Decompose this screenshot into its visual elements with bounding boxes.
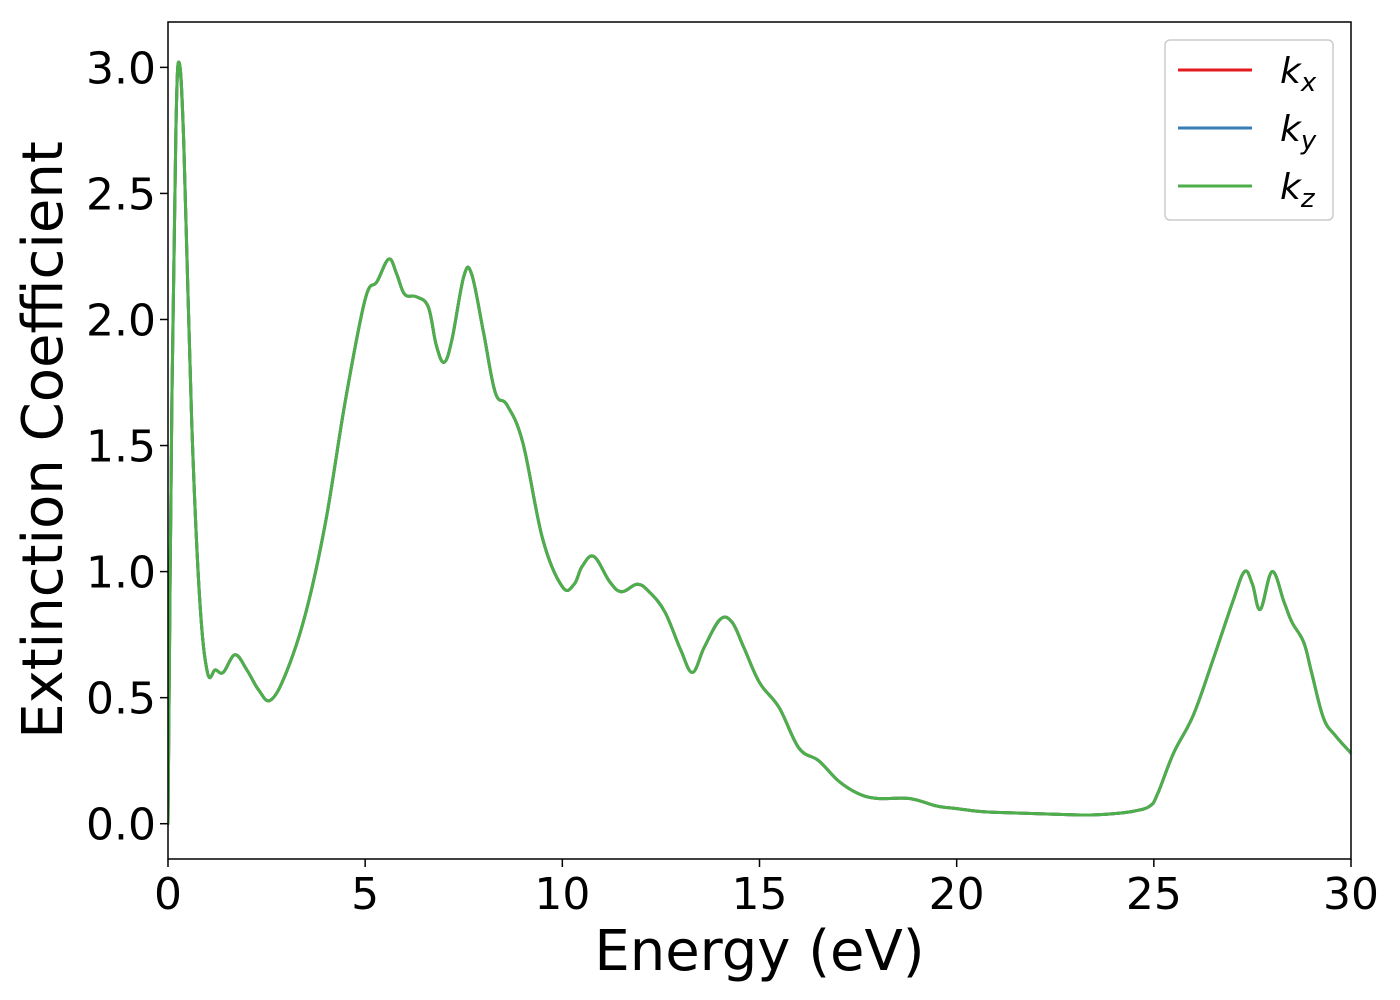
y-axis-title: Extinction Coefficient	[11, 141, 76, 739]
legend-label-kx: kx	[1280, 51, 1317, 98]
x-tick-label: 10	[534, 869, 590, 920]
x-tick-label: 0	[154, 869, 182, 920]
series-line-kz	[168, 60, 1351, 826]
y-ticks: 0.0 0.5 1.0 1.5 2.0 2.5 3.0	[86, 43, 168, 851]
y-tick-label: 3.0	[86, 43, 156, 94]
legend-box	[1164, 39, 1334, 221]
y-tick-label: 1.5	[86, 422, 156, 473]
y-tick-label: 1.0	[86, 548, 156, 599]
y-tick-label: 2.5	[86, 169, 156, 220]
x-tick-label: 30	[1323, 869, 1379, 920]
x-tick-label: 25	[1126, 869, 1182, 920]
legend-label-kz: kz	[1280, 167, 1316, 214]
y-tick-label: 2.0	[86, 295, 156, 346]
x-tick-label: 15	[732, 869, 788, 920]
x-axis-title: Energy (eV)	[594, 919, 924, 984]
y-tick-label: 0.0	[86, 800, 156, 851]
legend-label-ky: ky	[1280, 109, 1317, 156]
legend: kx ky kz	[1164, 39, 1334, 221]
x-tick-label: 5	[351, 869, 379, 920]
plot-background	[168, 22, 1351, 859]
x-tick-label: 20	[929, 869, 985, 920]
x-ticks: 0 5 10 15 20 25 30	[154, 859, 1379, 920]
series-group	[168, 60, 1351, 826]
y-tick-label: 0.5	[86, 674, 156, 725]
